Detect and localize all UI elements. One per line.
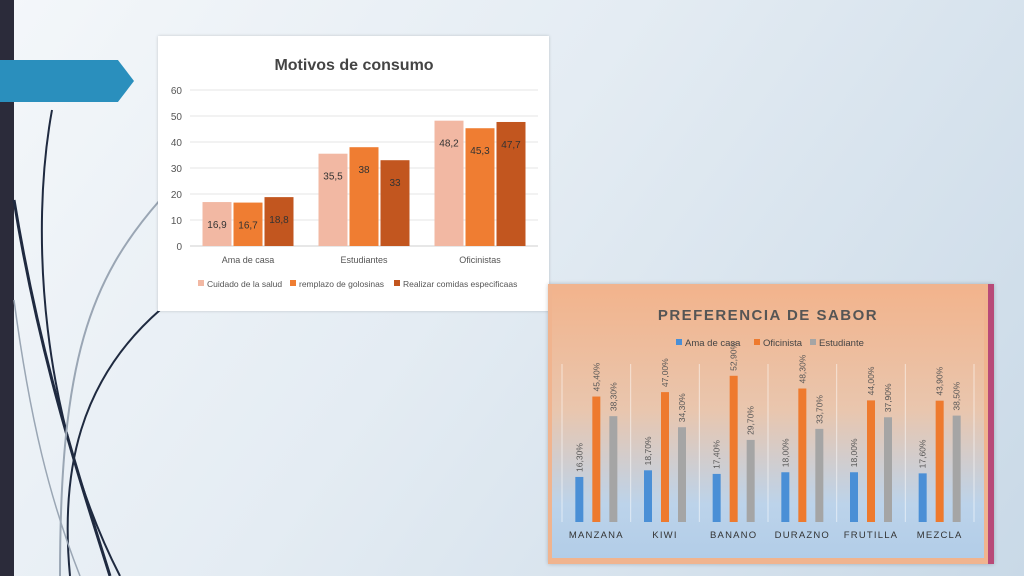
chart2-category-label: KIWI	[652, 530, 677, 541]
chart2-bar	[815, 428, 824, 522]
chart2-data-label: 44,00%	[866, 366, 876, 395]
chart1-legend-label: Cuidado de la salud	[207, 279, 282, 289]
chart2-bar	[850, 472, 858, 522]
chart1-ytick-label: 30	[171, 164, 183, 175]
chart1-legend-swatch	[290, 280, 296, 286]
chart1-ytick-label: 50	[171, 112, 183, 123]
chart2-data-label: 18,00%	[849, 438, 859, 467]
chart2-category-label: FRUTILLA	[844, 530, 898, 541]
chart1-data-label: 33	[389, 178, 401, 189]
chart1-ytick-label: 60	[171, 86, 183, 97]
chart2-data-label: 18,00%	[780, 438, 790, 467]
chart1-data-label: 18,8	[269, 215, 289, 226]
chart2-category-label: BANANO	[710, 530, 757, 541]
chart2-bar	[609, 416, 618, 522]
chart2-bar	[592, 396, 601, 522]
chart1-bar	[496, 121, 526, 246]
chart2-category-label: MEZCLA	[917, 530, 963, 541]
chart2-bar	[661, 392, 669, 522]
chart2-legend-swatch	[676, 339, 682, 345]
chart2-legend-swatch	[810, 339, 816, 345]
chart1-ytick-label: 0	[176, 242, 182, 253]
chart2-data-label: 33,70%	[814, 395, 824, 424]
chart2-data-label: 34,30%	[677, 393, 687, 422]
chart1-legend-label: Realizar comidas especificaas	[403, 279, 517, 289]
slide-left-bar	[0, 0, 14, 576]
chart1-data-label: 45,3	[470, 146, 490, 157]
chart2-category-label: DURAZNO	[775, 530, 830, 541]
chart1-bar	[264, 197, 294, 246]
chart1-bar	[349, 147, 379, 246]
chart2-legend-swatch	[754, 339, 760, 345]
chart2-bar	[575, 476, 584, 522]
chart2-bar	[644, 470, 652, 522]
chart1-bar	[233, 202, 263, 246]
chart2-bar	[781, 472, 790, 522]
chart-motivos-consumo: Motivos de consumo 0 10 20 30 40 50 60 16,9 16,…	[158, 36, 549, 311]
chart-preferencia-sabor: PREFERENCIA DE SABOR Ama de casa Oficinis…	[548, 284, 994, 564]
chart2-bar	[798, 388, 807, 522]
chart1-legend-label: remplazo de golosinas	[299, 279, 384, 289]
chart2-data-label: 17,60%	[918, 439, 928, 468]
chart1-legend-swatch	[394, 280, 400, 286]
chart2-svg: PREFERENCIA DE SABOR Ama de casa Oficinis…	[552, 290, 984, 558]
chart1-bar	[318, 153, 348, 246]
chart2-data-label: 38,30%	[608, 382, 618, 411]
chart1-ytick-label: 20	[171, 190, 183, 201]
chart2-bar	[729, 375, 738, 522]
chart1-data-label: 47,7	[501, 140, 521, 151]
chart2-bar	[918, 473, 927, 522]
chart2-data-label: 17,40%	[712, 440, 722, 469]
chart2-data-label: 37,90%	[883, 383, 893, 412]
chart2-data-label: 45,40%	[591, 362, 601, 391]
chart2-bar	[712, 473, 721, 522]
chart1-category-label: Ama de casa	[222, 255, 275, 265]
arrow-tab	[0, 60, 134, 102]
chart1-category-label: Oficinistas	[459, 255, 501, 265]
chart2-bar	[867, 400, 875, 522]
chart1-data-label: 16,9	[207, 220, 227, 231]
chart2-data-label: 43,90%	[935, 366, 945, 395]
chart2-legend-label: Oficinista	[763, 338, 803, 349]
chart2-legend-label: Estudiante	[819, 338, 864, 349]
chart1-svg: Motivos de consumo 0 10 20 30 40 50 60 16,9 16,…	[171, 57, 538, 289]
chart2-data-label: 47,00%	[660, 358, 670, 387]
chart2-data-label: 38,50%	[952, 381, 962, 410]
chart2-bar	[884, 417, 892, 522]
chart1-legend-swatch	[198, 280, 204, 286]
chart1-data-label: 38	[358, 165, 370, 176]
chart2-bar	[935, 400, 944, 522]
chart2-data-label: 16,30%	[574, 443, 584, 472]
chart2-category-label: MANZANA	[569, 530, 624, 541]
chart2-data-label: 29,70%	[746, 406, 756, 435]
chart2-title: PREFERENCIA DE SABOR	[658, 307, 878, 324]
chart1-data-label: 48,2	[439, 139, 459, 150]
chart2-bar	[952, 415, 961, 522]
chart1-data-label: 35,5	[323, 172, 343, 183]
chart2-data-label: 48,30%	[797, 354, 807, 383]
chart1-bar	[465, 128, 495, 246]
chart2-bar	[746, 439, 755, 522]
chart1-bar	[380, 160, 410, 246]
chart1-ytick-label: 40	[171, 138, 183, 149]
chart2-legend-label: Ama de casa	[685, 338, 741, 349]
chart1-data-label: 16,7	[238, 221, 258, 232]
chart2-bar	[678, 427, 686, 522]
chart1-category-label: Estudiantes	[340, 255, 388, 265]
chart2-data-label: 52,90%	[729, 342, 739, 371]
chart1-ytick-label: 10	[171, 216, 183, 227]
chart1-bar	[202, 202, 232, 246]
chart1-bar	[434, 120, 464, 246]
chart2-data-label: 18,70%	[643, 436, 653, 465]
chart1-title: Motivos de consumo	[274, 57, 433, 74]
